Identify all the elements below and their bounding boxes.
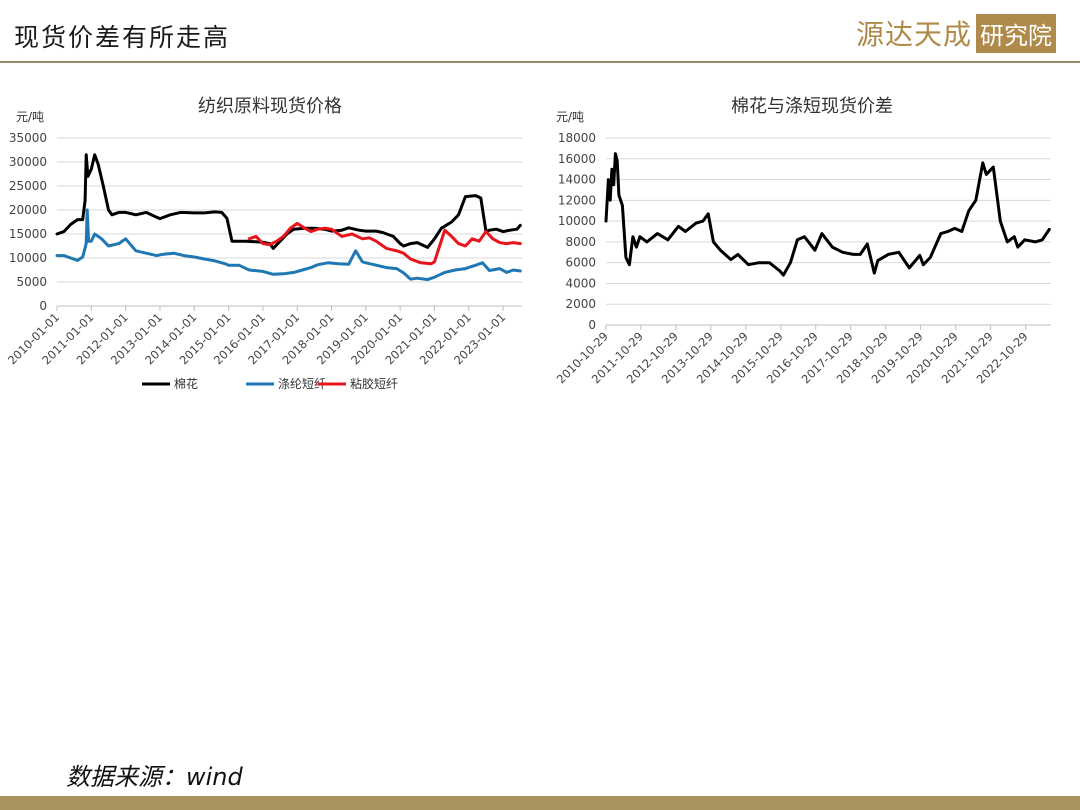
data-source: 数据来源：wind bbox=[66, 763, 243, 791]
y-tick-label: 10000 bbox=[9, 251, 47, 265]
logo: 源达天成 研究院 bbox=[855, 13, 1056, 53]
y-axis-unit-label: 元/吨 bbox=[16, 110, 44, 124]
chart-title: 纺织原料现货价格 bbox=[198, 96, 342, 117]
y-tick-label: 4000 bbox=[565, 276, 596, 290]
y-tick-label: 15000 bbox=[9, 227, 47, 241]
logo-box: 研究院 bbox=[976, 13, 1056, 53]
y-tick-label: 10000 bbox=[558, 214, 596, 228]
legend-label-2: 涤纶短纤 bbox=[278, 377, 326, 391]
chart-title: 棉花与涤短现货价差 bbox=[731, 96, 893, 117]
y-tick-label: 30000 bbox=[9, 155, 47, 169]
footer-bar bbox=[0, 796, 1080, 810]
y-tick-label: 35000 bbox=[9, 131, 47, 145]
y-tick-label: 14000 bbox=[558, 173, 596, 187]
y-tick-label: 16000 bbox=[558, 152, 596, 166]
y-tick-label: 0 bbox=[588, 318, 596, 332]
y-tick-label: 8000 bbox=[565, 235, 596, 249]
y-tick-label: 2000 bbox=[565, 297, 596, 311]
legend-label-1: 棉花 bbox=[174, 376, 198, 391]
series-line-1 bbox=[604, 152, 1051, 277]
y-axis-unit-label: 元/吨 bbox=[556, 110, 584, 124]
logo-text: 源达天成 bbox=[855, 18, 972, 51]
y-tick-label: 6000 bbox=[565, 256, 596, 270]
y-tick-label: 20000 bbox=[9, 203, 47, 217]
series-line-1 bbox=[55, 153, 522, 250]
header: 现货价差有所走高 源达天成 研究院 bbox=[0, 0, 1080, 64]
legend-label-3: 粘胶短纤 bbox=[350, 376, 398, 391]
y-tick-label: 5000 bbox=[16, 275, 47, 289]
series-line-2 bbox=[55, 208, 522, 282]
y-tick-label: 18000 bbox=[558, 131, 596, 145]
header-divider bbox=[0, 61, 1080, 63]
y-tick-label: 0 bbox=[39, 299, 47, 313]
y-tick-label: 12000 bbox=[558, 193, 596, 207]
series-line-3 bbox=[247, 221, 522, 266]
y-tick-label: 25000 bbox=[9, 179, 47, 193]
page-title: 现货价差有所走高 bbox=[14, 23, 231, 52]
